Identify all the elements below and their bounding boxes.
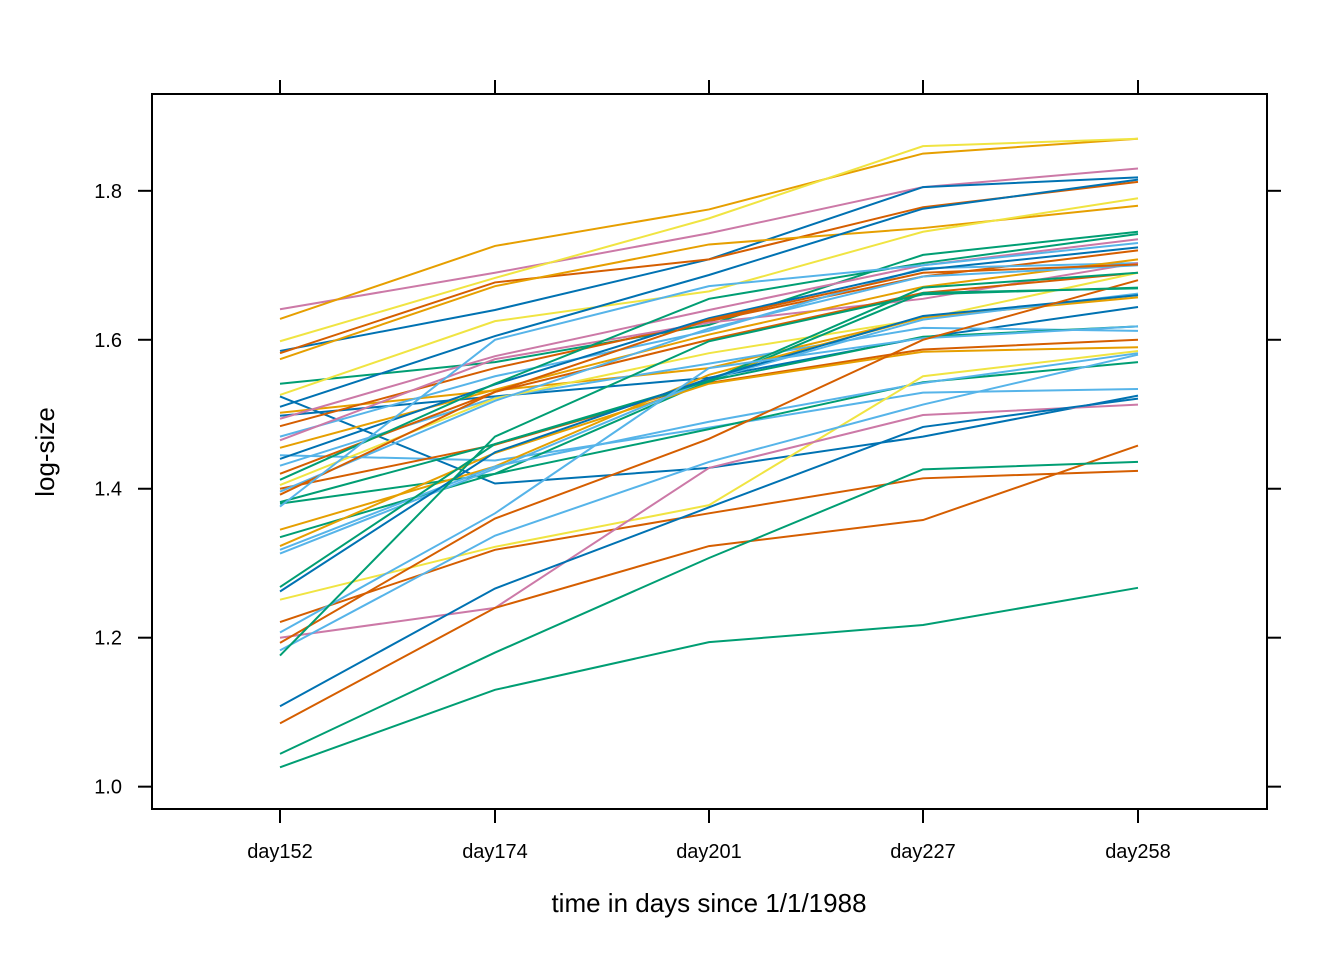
series-line-47	[279, 586, 1139, 769]
y-tick-label: 1.2	[94, 628, 122, 650]
x-tick-label: day201	[676, 841, 742, 863]
x-axis-label: time in days since 1/1/1988	[551, 888, 866, 918]
series-line-8	[279, 197, 1139, 396]
x-axis: day152 day174 day201 day227 day258	[247, 80, 1171, 863]
series-line-20	[279, 326, 1139, 467]
series-line-32	[279, 346, 1139, 548]
y-tick-label: 1.8	[94, 181, 122, 203]
series-line-42	[279, 353, 1139, 652]
x-tick-label: day174	[462, 841, 528, 863]
series-line-2	[279, 137, 1139, 320]
y-tick-label: 1.6	[94, 330, 122, 352]
series-line-25	[279, 264, 1139, 493]
series-line-14	[279, 249, 1139, 428]
series-line-40	[279, 403, 1139, 639]
series-line-19	[279, 246, 1139, 460]
series-lines	[279, 137, 1139, 769]
series-line-26	[279, 263, 1139, 496]
y-axis: 1.0 1.2 1.4 1.6 1.8	[94, 181, 1281, 799]
series-line-46	[279, 460, 1139, 755]
series-line-13	[279, 238, 1139, 420]
series-line-23	[279, 271, 1139, 486]
x-tick-label: day258	[1105, 841, 1171, 863]
series-line-22	[279, 233, 1139, 481]
y-axis-label: log-size	[30, 407, 60, 497]
series-line-10	[279, 178, 1139, 408]
x-tick-label: day152	[247, 841, 313, 863]
y-tick-label: 1.4	[94, 479, 122, 501]
series-line-35	[279, 271, 1139, 588]
series-line-36	[279, 294, 1139, 593]
series-line-31	[279, 361, 1139, 539]
series-line-29	[279, 241, 1139, 508]
y-tick-label: 1.0	[94, 777, 122, 799]
series-line-5	[279, 180, 1139, 355]
series-line-33	[279, 352, 1139, 551]
series-line-7	[279, 230, 1139, 385]
series-line-45	[279, 444, 1139, 725]
series-line-1	[279, 167, 1139, 311]
series-line-41	[279, 279, 1139, 644]
series-line-44	[279, 397, 1139, 708]
series-line-43	[279, 286, 1139, 657]
series-line-21	[279, 271, 1139, 475]
x-tick-label: day227	[890, 841, 956, 863]
series-line-37	[279, 349, 1139, 601]
series-line-3	[279, 137, 1139, 343]
series-line-39	[279, 325, 1139, 634]
